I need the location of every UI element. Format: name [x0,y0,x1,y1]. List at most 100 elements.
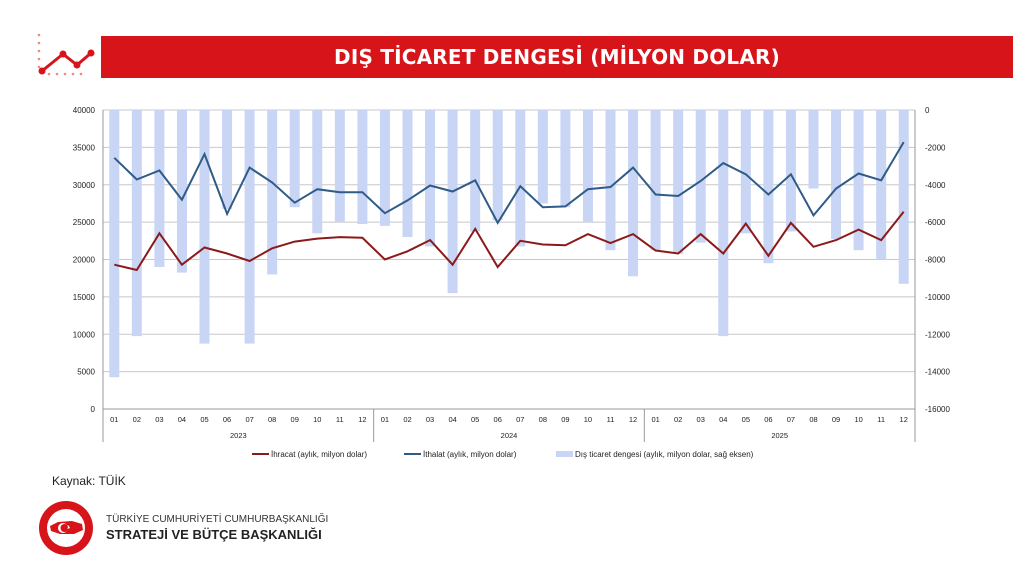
y-left-tick-label: 0 [91,405,96,414]
x-tick-label: 11 [877,415,885,424]
import-line [113,141,905,225]
y-left-tick-label: 15000 [73,293,96,302]
y-right-tick-label: -14000 [925,368,950,377]
y-right-tick-label: -8000 [925,256,946,265]
balance-bar [785,110,796,232]
x-tick-label: 01 [651,415,659,424]
balance-bar [582,110,593,223]
x-tick-label: 02 [674,415,682,424]
x-tick-label: 07 [787,415,795,424]
balance-bar [425,110,436,247]
x-tick-label: 09 [561,415,569,424]
balance-bar [154,110,165,267]
legend-swatch [556,451,573,457]
x-tick-label: 03 [155,415,163,424]
balance-bar [470,110,481,232]
x-tick-label: 05 [471,415,479,424]
chart-title: DIŞ TİCARET DENGESİ (MİLYON DOLAR) [334,45,780,69]
balance-bar [176,110,187,273]
org-name-line2: STRATEJİ VE BÜTÇE BAŞKANLIĞI [106,527,322,542]
x-tick-label: 09 [832,415,840,424]
x-tick-label: 08 [539,415,547,424]
x-tick-label: 01 [110,415,118,424]
balance-bar [831,110,842,239]
x-tick-label: 11 [607,415,615,424]
balance-bar [447,110,458,294]
title-banner: DIŞ TİCARET DENGESİ (MİLYON DOLAR) [101,36,1013,78]
balance-bar [199,110,210,344]
balance-bar [876,110,887,260]
x-tick-label: 12 [629,415,637,424]
balance-bar [334,110,345,223]
y-left-tick-label: 35000 [73,143,96,152]
x-tick-label: 04 [448,415,456,424]
balance-bar [853,110,864,251]
legend-label: İhracat (aylık, milyon dolar) [271,450,367,459]
y-right-tick-label: -2000 [925,143,946,152]
source-note: Kaynak: TÜİK [52,474,126,488]
x-tick-label: 05 [742,415,750,424]
balance-bar [560,110,571,208]
balance-bar [109,110,120,378]
balance-bar [673,110,684,254]
balance-bar [628,110,639,277]
x-tick-label: 04 [178,415,186,424]
balance-bar [289,110,300,208]
x-tick-label: 10 [313,415,321,424]
x-tick-label: 06 [764,415,772,424]
y-right-tick-label: 0 [925,106,930,115]
y-right-tick-label: -16000 [925,405,950,414]
balance-bar [312,110,323,234]
balance-bar [222,110,233,210]
balance-bar [131,110,142,337]
export-line [114,211,905,272]
balance-bar [492,110,503,221]
x-tick-label: 05 [200,415,208,424]
y-right-tick-label: -12000 [925,330,950,339]
balance-bar [740,110,751,234]
year-label: 2025 [771,431,788,440]
x-tick-label: 06 [494,415,502,424]
y-right-tick-label: -10000 [925,293,950,302]
x-tick-label: 08 [268,415,276,424]
balance-bar [808,110,819,189]
y-left-tick-label: 10000 [73,330,96,339]
balance-bar [650,110,661,251]
balance-bar [605,110,616,251]
legend-label: İthalat (aylık, milyon dolar) [423,450,517,459]
balance-bar [515,110,526,247]
x-tick-label: 07 [516,415,524,424]
balance-bar [379,110,390,226]
x-tick-label: 02 [403,415,411,424]
y-left-tick-label: 20000 [73,256,96,265]
x-tick-label: 03 [426,415,434,424]
x-tick-label: 03 [697,415,705,424]
x-tick-label: 01 [381,415,389,424]
x-tick-label: 07 [245,415,253,424]
x-tick-label: 12 [358,415,366,424]
y-left-tick-label: 40000 [73,106,96,115]
x-tick-label: 11 [336,415,344,424]
x-tick-label: 10 [584,415,592,424]
x-tick-label: 04 [719,415,727,424]
seal-logo [39,501,93,555]
y-left-tick-label: 25000 [73,218,96,227]
y-left-tick-label: 5000 [77,368,95,377]
x-tick-label: 09 [291,415,299,424]
legend-label: Dış ticaret dengesi (aylık, milyon dolar… [575,450,754,459]
balance-bar [537,110,548,204]
balance-bar [267,110,278,275]
line-chart-logo-icon [37,33,95,76]
balance-bar [695,110,706,243]
balance-bar [763,110,774,264]
x-tick-label: 08 [809,415,817,424]
balance-bar [898,110,909,284]
x-tick-label: 06 [223,415,231,424]
y-right-tick-label: -6000 [925,218,946,227]
x-tick-label: 10 [854,415,862,424]
y-left-tick-label: 30000 [73,181,96,190]
y-right-tick-label: -4000 [925,181,946,190]
balance-bar [718,110,729,337]
x-tick-label: 12 [900,415,908,424]
year-label: 2023 [230,431,247,440]
